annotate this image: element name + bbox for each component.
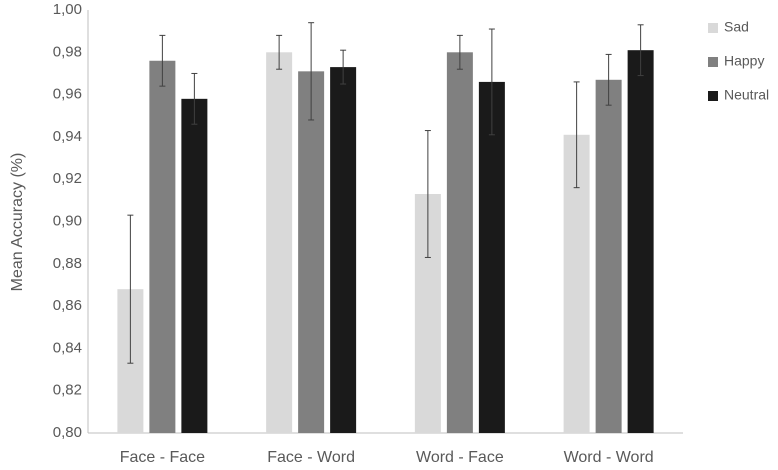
bar [181, 98, 208, 433]
legend-label: Sad [724, 19, 749, 35]
x-tick-label: Word - Word [564, 449, 654, 466]
x-tick-label: Word - Face [416, 449, 504, 466]
error-bar [340, 49, 347, 85]
bar [330, 67, 357, 433]
y-tick-label: 0,86 [53, 297, 82, 314]
legend-swatch [708, 91, 718, 101]
bar [298, 71, 325, 434]
y-axis-label: Mean Accuracy (%) [9, 153, 26, 292]
y-tick-label: 0,84 [53, 339, 82, 356]
legend-swatch [708, 57, 718, 67]
error-bar [456, 34, 463, 70]
error-bar [424, 130, 431, 258]
y-tick-label: 0,80 [53, 424, 82, 441]
error-bar [191, 72, 198, 125]
bar [478, 81, 505, 433]
y-tick-label: 0,94 [53, 128, 82, 145]
bar [446, 52, 473, 434]
y-tick-label: 0,90 [53, 212, 82, 229]
y-tick-label: 1,00 [53, 1, 82, 18]
error-bar [276, 34, 283, 70]
error-bar [308, 22, 315, 121]
legend-label: Happy [724, 53, 764, 69]
legend-swatch [708, 23, 718, 33]
y-tick-label: 0,92 [53, 170, 82, 187]
bar [627, 50, 654, 434]
y-tick-label: 0,96 [53, 86, 82, 103]
y-tick-label: 0,88 [53, 255, 82, 272]
legend-label: Neutral [724, 87, 769, 103]
bar [149, 60, 176, 433]
bar [595, 79, 622, 434]
error-bar [127, 214, 134, 364]
error-bar [488, 28, 495, 136]
error-bar [605, 53, 612, 106]
x-tick-label: Face - Word [267, 449, 355, 466]
bar [266, 52, 293, 434]
y-tick-label: 0,82 [53, 382, 82, 399]
error-bar [159, 34, 166, 87]
x-tick-label: Face - Face [120, 449, 205, 466]
y-tick-label: 0,98 [53, 43, 82, 60]
error-bar [573, 81, 580, 189]
error-bar [637, 24, 644, 77]
